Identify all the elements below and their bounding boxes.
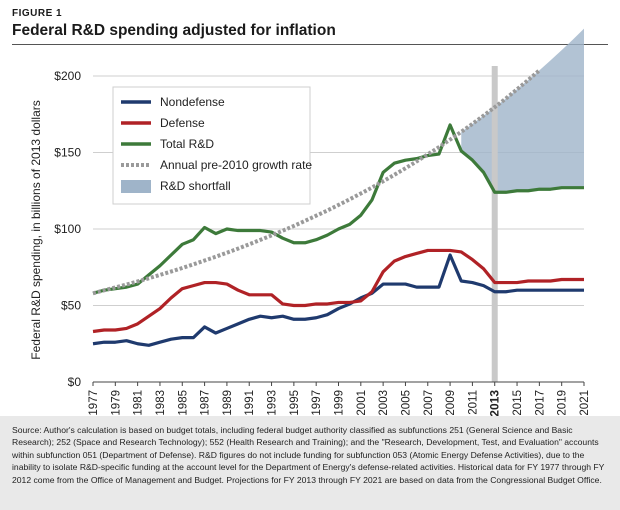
legend-label: Nondefense [160, 95, 225, 109]
highlight-year-band [491, 66, 498, 382]
legend: Nondefense Defense Total R&D Annual pre-201… [112, 86, 312, 205]
x-tick-label: 2007 [423, 390, 435, 416]
x-tick-label: 1997 [311, 390, 323, 416]
series-line-defense [92, 248, 584, 334]
y-tick-label: $100 [54, 222, 81, 236]
source-note: Source: Author's calculation is based on… [0, 416, 620, 510]
y-tick-label: $200 [54, 69, 81, 83]
x-tick-label: 2011 [467, 390, 479, 415]
x-tick-label: 2003 [378, 390, 390, 416]
legend-label: Defense [160, 116, 205, 130]
x-tick-label: 2013 [488, 390, 502, 416]
title-rule [12, 44, 608, 45]
chart-title: Federal R&D spending adjusted for inflat… [12, 22, 336, 39]
legend-label: Annual pre-2010 growth rate [160, 158, 312, 172]
x-tick-label: 1991 [244, 390, 256, 416]
x-tick-label: 2009 [445, 390, 457, 416]
series-line-annual-pre-2010-growth-rate [92, 68, 541, 296]
x-tick-label: 1981 [133, 390, 145, 416]
x-tick-label: 2015 [512, 390, 524, 416]
x-tick-label: 1989 [222, 390, 234, 416]
x-tick-label: 1995 [289, 390, 301, 416]
legend-label: Total R&D [160, 137, 214, 151]
series-line-nondefense [92, 253, 584, 347]
x-tick-label: 2005 [400, 390, 412, 416]
x-tick-label: 1979 [110, 390, 122, 416]
x-tick-label: 2017 [534, 390, 546, 416]
y-axis-label: Federal R&D spending, in billions of 201… [29, 100, 43, 359]
y-tick-label: $150 [54, 146, 81, 160]
figure-label: FIGURE 1 [12, 8, 63, 19]
x-tick-label: 2019 [557, 390, 569, 416]
y-tick-label: $0 [68, 375, 82, 389]
line-chart: $0 $50 $100 $150 $200 1977 1979 1981 1983 1985 198… [29, 28, 591, 416]
x-tick-label: 2001 [356, 390, 368, 416]
series-lines [92, 68, 584, 347]
x-tick-label: 1993 [267, 390, 279, 416]
legend-swatch [121, 180, 151, 193]
x-tick-label: 1983 [155, 390, 167, 416]
source-text: Source: Author's calculation is based on… [12, 425, 605, 485]
axes: $0 $50 $100 $150 $200 1977 1979 1981 1983 1985 198… [54, 69, 591, 416]
y-tick-label: $50 [61, 299, 81, 313]
x-tick-label: 1985 [177, 390, 189, 416]
x-tick-label: 1987 [200, 390, 212, 416]
x-tick-label: 1977 [88, 390, 100, 416]
highlight-year-bar [491, 66, 498, 382]
x-tick-label: 2021 [579, 390, 591, 416]
legend-label: R&D shortfall [160, 179, 231, 193]
x-tick-label: 1999 [334, 390, 346, 416]
series-line-total-r-d [92, 123, 584, 295]
